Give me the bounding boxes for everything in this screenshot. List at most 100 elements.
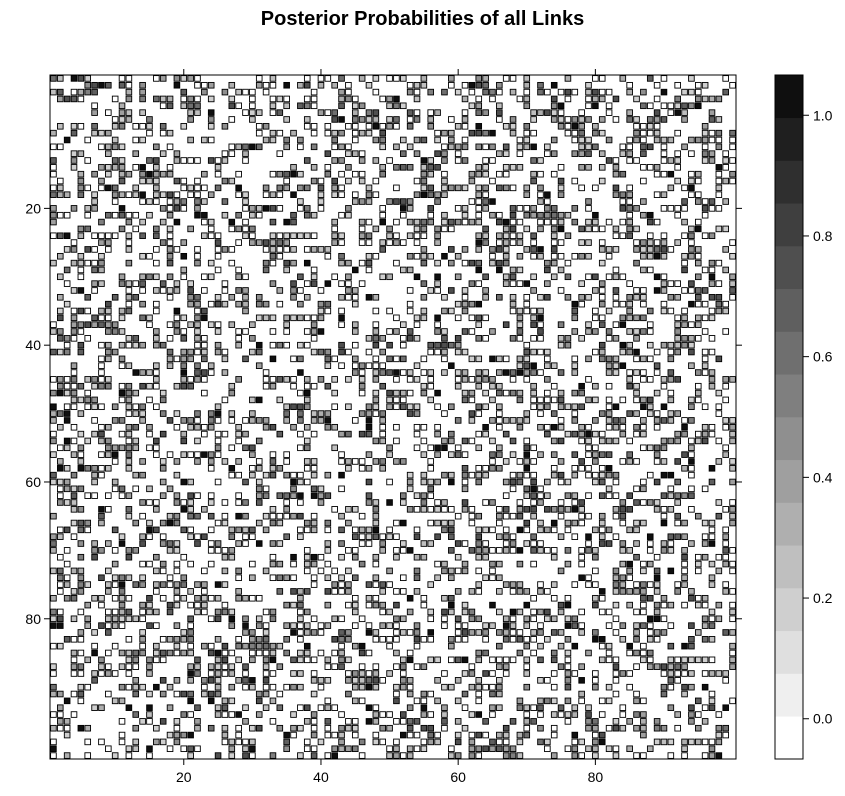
heatmap-cell	[454, 718, 462, 725]
heatmap-cell	[413, 273, 421, 281]
heatmap-cell	[530, 287, 537, 294]
heatmap-cell	[194, 608, 201, 616]
heatmap-cell	[57, 642, 64, 650]
heatmap-cell	[496, 560, 503, 568]
heatmap-cell	[448, 574, 455, 582]
heatmap-cell	[303, 376, 311, 383]
heatmap-cell	[297, 143, 304, 151]
heatmap-cell	[619, 540, 627, 547]
heatmap-cell	[105, 348, 112, 356]
heatmap-cell	[345, 164, 352, 171]
heatmap-cell	[496, 150, 503, 157]
heatmap-cell	[681, 492, 688, 499]
heatmap-cell	[715, 225, 723, 233]
heatmap-cell	[585, 745, 592, 753]
heatmap-cell	[640, 246, 647, 253]
heatmap-cell	[146, 704, 153, 711]
heatmap-cell	[379, 246, 386, 253]
heatmap-cell	[338, 512, 345, 520]
heatmap-cell	[605, 136, 613, 144]
heatmap-cell	[701, 300, 709, 308]
heatmap-cell	[351, 369, 359, 376]
heatmap-cell	[221, 246, 229, 253]
heatmap-cell	[523, 300, 531, 308]
heatmap-cell	[427, 506, 435, 513]
heatmap-cell	[201, 376, 208, 383]
heatmap-cell	[475, 690, 483, 698]
heatmap-cell	[331, 232, 338, 240]
heatmap-cell	[201, 348, 208, 356]
heatmap-cell	[70, 506, 78, 513]
heatmap-cell	[468, 376, 476, 383]
heatmap-cell	[461, 567, 469, 575]
heatmap-cell	[413, 567, 421, 575]
heatmap-cell	[173, 198, 181, 205]
heatmap-cell	[91, 129, 98, 137]
heatmap-cell	[111, 526, 119, 534]
heatmap-cell	[420, 246, 428, 253]
heatmap-cell	[207, 499, 215, 506]
heatmap-cell	[406, 478, 414, 486]
heatmap-cell	[475, 170, 483, 178]
heatmap-cell	[317, 348, 325, 356]
heatmap-cell	[187, 560, 194, 568]
heatmap-cell	[448, 683, 455, 691]
heatmap-cell	[516, 252, 524, 260]
heatmap-cell	[372, 711, 380, 718]
heatmap-cell	[207, 157, 215, 164]
heatmap-cell	[194, 109, 201, 116]
heatmap-cell	[358, 129, 366, 137]
heatmap-cell	[564, 294, 572, 301]
heatmap-cell	[427, 369, 435, 376]
heatmap-cells	[50, 75, 736, 759]
heatmap-cell	[345, 547, 352, 554]
heatmap-cell	[461, 608, 469, 616]
heatmap-cell	[345, 294, 352, 301]
heatmap-cell	[111, 164, 119, 171]
heatmap-cell	[715, 567, 723, 575]
heatmap-cell	[640, 731, 647, 739]
heatmap-cell	[413, 642, 421, 650]
heatmap-cell	[153, 225, 160, 233]
heatmap-cell	[708, 745, 716, 753]
heatmap-cell	[578, 129, 585, 137]
heatmap-cell	[91, 314, 98, 322]
heatmap-cell	[324, 382, 332, 390]
heatmap-cell	[688, 670, 695, 677]
heatmap-cell	[201, 88, 208, 96]
heatmap-cell	[448, 601, 455, 609]
heatmap-cell	[550, 95, 558, 103]
heatmap-cell	[701, 287, 709, 294]
heatmap-cell	[626, 718, 633, 725]
heatmap-cell	[461, 485, 469, 493]
heatmap-cell	[592, 636, 599, 643]
heatmap-cell	[50, 143, 57, 151]
heatmap-cell	[91, 266, 98, 274]
heatmap-cell	[153, 184, 160, 192]
heatmap-cell	[400, 396, 407, 404]
heatmap-cell	[598, 738, 606, 746]
heatmap-cell	[448, 656, 455, 664]
heatmap-cell	[77, 75, 85, 82]
heatmap-cell	[427, 170, 435, 178]
heatmap-cell	[242, 512, 249, 520]
heatmap-cell	[406, 690, 414, 698]
heatmap-cell	[523, 307, 531, 315]
heatmap-cell	[207, 423, 215, 431]
heatmap-cell	[448, 362, 455, 369]
heatmap-cell	[153, 403, 160, 411]
heatmap-cell	[564, 594, 572, 602]
heatmap-cell	[516, 232, 524, 240]
heatmap-cell	[633, 430, 640, 438]
heatmap-cell	[564, 335, 572, 342]
heatmap-cell	[420, 724, 428, 732]
heatmap-cell	[550, 553, 558, 561]
heatmap-cell	[118, 738, 126, 746]
heatmap-cell	[358, 526, 366, 534]
heatmap-cell	[406, 389, 414, 397]
heatmap-cell	[70, 205, 78, 212]
heatmap-cell	[365, 677, 373, 684]
heatmap-cell	[235, 88, 242, 96]
heatmap-cell	[372, 683, 380, 691]
heatmap-cell	[571, 492, 579, 499]
